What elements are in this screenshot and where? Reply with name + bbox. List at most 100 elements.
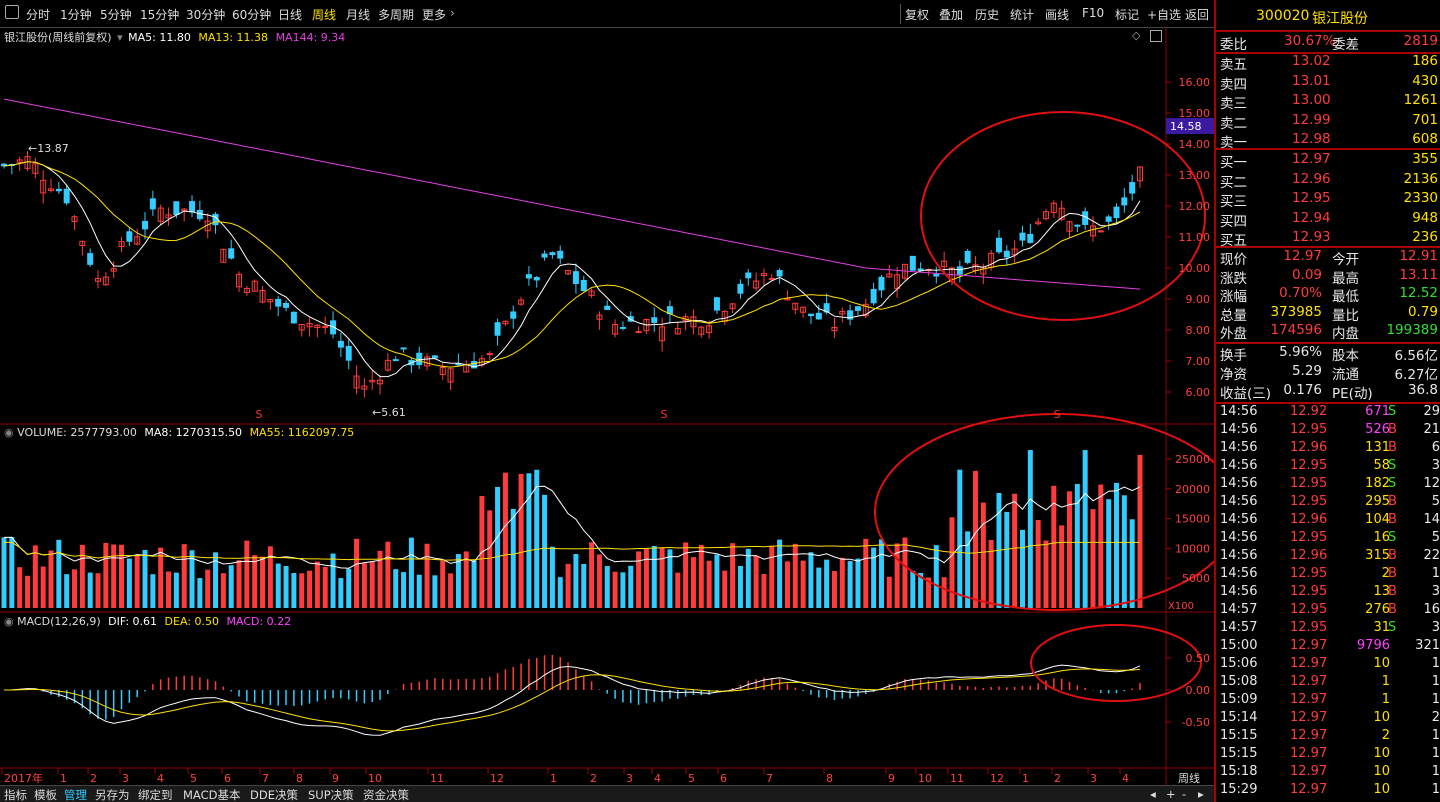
candle-body [1027, 233, 1034, 243]
candle [729, 302, 736, 314]
collapse-icon[interactable]: ◉ [4, 615, 14, 628]
ask-volume: 701 [1412, 111, 1438, 128]
candle [110, 261, 117, 279]
diamond-icon[interactable]: ◇ [1132, 29, 1141, 42]
x-axis-label: 1 [1022, 772, 1029, 785]
period-monthly[interactable]: 月线 [346, 8, 371, 22]
period-15min[interactable]: 15分钟 [140, 8, 180, 22]
tab-lingcunwei[interactable]: 另存为 [95, 788, 130, 802]
volume-bar [918, 573, 924, 608]
period-60min[interactable]: 60分钟 [232, 8, 272, 22]
volume-bar [698, 544, 704, 608]
period-1min[interactable]: 1分钟 [60, 8, 92, 22]
macd-tick-label: 0.50 [1186, 652, 1211, 665]
candle [243, 286, 250, 296]
tab-moban[interactable]: 模板 [34, 788, 57, 802]
tick-count: 1 [1431, 656, 1440, 671]
volume-bar [307, 570, 313, 608]
volume-bar [730, 543, 736, 608]
tab-bangdingdao[interactable]: 绑定到 [138, 788, 173, 802]
bid-label: 买三 [1220, 194, 1247, 210]
btn-f10[interactable]: F10 [1082, 6, 1105, 20]
tab-zhibiao[interactable]: 指标 [4, 788, 27, 802]
tick-side: S [1388, 476, 1397, 491]
period-weekly[interactable]: 周线 [312, 8, 337, 22]
period-fenshi[interactable]: 分时 [26, 8, 51, 22]
btn-huaxian[interactable]: 画线 [1045, 8, 1070, 22]
candle [455, 353, 462, 367]
tab-zijin[interactable]: 资金决策 [363, 788, 409, 802]
tick-volume: 10 [1373, 764, 1390, 779]
collapse-icon[interactable]: ◉ [4, 426, 14, 439]
candle [1089, 216, 1096, 242]
tick-price: 12.97 [1290, 692, 1328, 707]
volume-bar [1027, 450, 1033, 608]
tab-sup[interactable]: SUP决策 [308, 788, 354, 802]
tick-volume: 2 [1381, 728, 1390, 743]
candle [32, 157, 39, 179]
candle-body [612, 323, 619, 335]
stock-name: 银江股份 [1312, 11, 1368, 27]
candle [674, 321, 681, 335]
tick-volume: 16 [1373, 530, 1390, 545]
period-multi[interactable]: 多周期 [378, 8, 415, 22]
period-daily[interactable]: 日线 [278, 8, 303, 22]
tab-guanli[interactable]: 管理 [64, 788, 87, 802]
stock-header: 300020 银江股份 [1220, 8, 1438, 28]
tick-count: 16 [1423, 602, 1440, 617]
candle-body [572, 271, 579, 284]
candle-body [71, 216, 78, 222]
nav-left-icon[interactable]: ◂ [1150, 787, 1156, 801]
x-axis-label: 3 [626, 772, 633, 785]
candle [259, 286, 266, 304]
btn-fuquan[interactable]: 复权 [905, 8, 930, 22]
btn-zixuan[interactable]: +自选 [1147, 8, 1182, 22]
volume-bar [181, 544, 187, 608]
tab-dde[interactable]: DDE决策 [250, 788, 298, 802]
period-5min[interactable]: 5分钟 [100, 8, 132, 22]
zoom-in-icon[interactable]: + [1166, 787, 1176, 801]
candle [283, 300, 290, 312]
period-30min[interactable]: 30分钟 [186, 8, 226, 22]
tick-volume: 1 [1381, 692, 1390, 707]
tick-side: S [1388, 530, 1397, 545]
kline-chart-area[interactable]: 16.0015.0014.0013.0012.0011.0010.009.008… [0, 28, 1214, 785]
tick-row: 15:08 12.97 1 1 [1220, 674, 1440, 692]
window-icon[interactable] [5, 5, 19, 19]
current-price-tag-bg [1166, 118, 1214, 135]
zoom-out-icon[interactable]: - [1182, 787, 1187, 801]
volume-bar [855, 558, 861, 608]
tick-side: B [1388, 512, 1397, 527]
candle-body [557, 250, 564, 259]
chevron-right-icon[interactable]: › [450, 6, 455, 20]
candle-body [486, 353, 493, 356]
volume-bar [205, 569, 211, 608]
volume-bar [32, 545, 38, 608]
btn-tongji[interactable]: 统计 [1010, 8, 1035, 22]
tick-volume: 10 [1373, 746, 1390, 761]
price-tick-label: 9.00 [1186, 293, 1211, 306]
candle [189, 195, 196, 218]
current-price-tag: 14.58 [1170, 120, 1202, 133]
volume-bar [784, 561, 790, 608]
btn-biaoji[interactable]: 标记 [1115, 8, 1140, 22]
volume-bar [495, 486, 501, 608]
tick-side: B [1388, 602, 1397, 617]
tick-price: 12.96 [1290, 440, 1328, 455]
nav-right-icon[interactable]: ▸ [1198, 787, 1204, 801]
period-more[interactable]: 更多 [422, 8, 447, 22]
volume-bar [957, 469, 963, 608]
tab-macd-basic[interactable]: MACD基本 [183, 788, 241, 802]
volume-bar [9, 537, 15, 608]
volume-bar [737, 566, 743, 608]
volume-bar [816, 567, 822, 608]
maximize-icon[interactable] [1150, 30, 1162, 42]
candle [416, 346, 423, 369]
candle [142, 212, 149, 240]
stat-label: 总量 [1220, 307, 1247, 324]
candle-body [753, 280, 760, 289]
btn-lishi[interactable]: 历史 [975, 8, 1000, 22]
btn-fanhui[interactable]: 返回 [1185, 8, 1210, 22]
volume-bar [894, 543, 900, 608]
btn-diejia[interactable]: 叠加 [939, 8, 964, 22]
